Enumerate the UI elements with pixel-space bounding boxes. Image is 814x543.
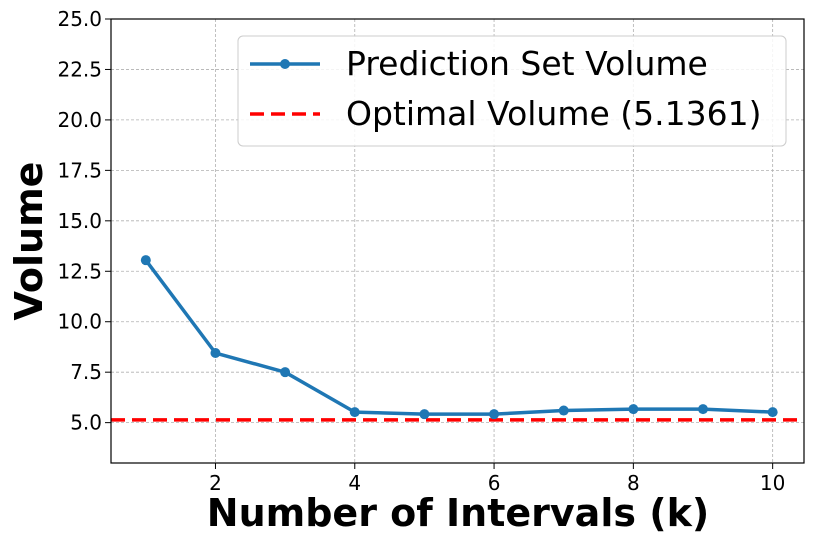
y-tick-label: 7.5 <box>70 360 102 384</box>
x-axis-ticks: 2 4 6 8 10 <box>209 463 785 495</box>
y-tick-label: 5.0 <box>70 411 102 435</box>
data-point <box>419 409 430 420</box>
data-point <box>698 404 709 415</box>
plot-frame <box>110 18 805 464</box>
y-tick-label: 25.0 <box>57 7 102 31</box>
y-tick-label: 10.0 <box>57 310 102 334</box>
x-tick-label: 2 <box>209 471 222 495</box>
data-point <box>210 348 221 359</box>
data-point <box>489 409 500 420</box>
data-point <box>140 255 151 266</box>
y-axis-title: Volume <box>7 162 51 321</box>
x-tick-label: 6 <box>488 471 501 495</box>
y-axis-ticks: 5.0 7.5 10.0 12.5 15.0 17.5 20.0 22.5 25.0 <box>57 7 111 435</box>
legend-label-optimal-volume: Optimal Volume (5.1361) <box>346 94 762 133</box>
legend-frame <box>237 35 787 147</box>
x-tick-label: 8 <box>627 471 640 495</box>
y-tick-label: 15.0 <box>57 209 102 233</box>
data-point <box>767 407 778 418</box>
x-tick-label: 4 <box>348 471 361 495</box>
x-tick-label: 10 <box>760 471 785 495</box>
y-tick-label: 17.5 <box>57 158 102 182</box>
legend-label-prediction-set-volume: Prediction Set Volume <box>346 44 708 83</box>
data-point <box>628 404 639 415</box>
y-tick-label: 12.5 <box>57 259 102 283</box>
x-axis-title: Number of Intervals (k) <box>207 491 709 535</box>
y-tick-label: 22.5 <box>57 57 102 81</box>
series <box>140 255 778 420</box>
legend: Prediction Set Volume Optimal Volume (5.… <box>237 35 787 147</box>
data-point <box>558 405 569 416</box>
prediction-set-volume-line <box>144 259 773 416</box>
legend-marker-prediction-set-volume <box>280 59 290 69</box>
data-point <box>349 407 360 418</box>
y-tick-label: 20.0 <box>57 108 102 132</box>
data-point <box>280 367 291 378</box>
